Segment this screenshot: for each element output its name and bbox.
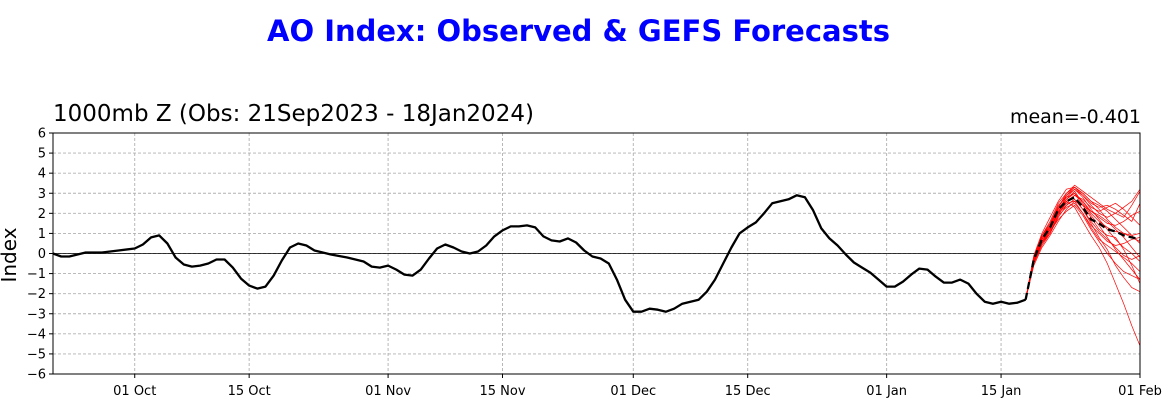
ensemble-member-line <box>1025 188 1141 300</box>
ensemble-member-line <box>1025 194 1141 300</box>
x-tick-label: 15 Dec <box>725 384 771 399</box>
chart-subtitle: 1000mb Z (Obs: 21Sep2023 - 18Jan2024) <box>53 101 534 127</box>
y-tick-label: −4 <box>27 327 46 342</box>
y-tick-label: 3 <box>38 187 46 202</box>
ensemble-member-line <box>1025 190 1141 300</box>
ensemble-member-line <box>1025 192 1141 300</box>
series-layer <box>52 194 1141 313</box>
ensemble-member-line <box>1025 194 1141 300</box>
y-tick-label: −6 <box>27 368 46 383</box>
x-tick-label: 01 Nov <box>365 384 411 399</box>
y-tick-label: −3 <box>27 307 46 322</box>
ensemble-member-line <box>1025 204 1141 300</box>
ensemble-member-line <box>1025 200 1141 300</box>
observed-line <box>52 194 1026 313</box>
x-tick-label: 01 Jan <box>866 384 907 399</box>
ensemble-member-line <box>1025 202 1141 300</box>
y-tick-label: 6 <box>38 127 46 142</box>
y-tick-label: −5 <box>27 347 46 362</box>
x-tick-label: 15 Oct <box>228 384 271 399</box>
plot-frame <box>52 132 1141 375</box>
y-tick-label: 0 <box>38 247 46 262</box>
ensemble-layer <box>1025 184 1141 347</box>
y-tick-label: −1 <box>27 267 46 282</box>
x-tick-label: 01 Oct <box>113 384 156 399</box>
y-tick-label: 2 <box>38 207 46 222</box>
ensemble-member-line <box>1025 184 1141 300</box>
ensemble-member-line <box>1025 200 1141 300</box>
y-tick-label: 1 <box>38 227 46 242</box>
x-tick-label: 01 Dec <box>610 384 656 399</box>
x-tick-label: 01 Feb <box>1118 384 1162 399</box>
x-tick-label: 15 Jan <box>981 384 1022 399</box>
axis-layer: −6 −5 −4 −3 −2 −1 0 1 2 3 4 5 6 01 Oct 15 Oct 01 Nov 15 … <box>27 127 1162 400</box>
y-tick-label: 4 <box>38 167 46 182</box>
y-tick-label: −2 <box>27 287 46 302</box>
ensemble-mean-line <box>1024 196 1141 300</box>
x-tick-label: 15 Nov <box>479 384 525 399</box>
chart-title: AO Index: Observed & GEFS Forecasts <box>267 14 890 48</box>
mean-annotation: mean=-0.401 <box>1009 106 1141 128</box>
grid-layer <box>53 133 1140 374</box>
y-tick-label: 5 <box>38 147 46 162</box>
ensemble-member-line <box>1025 200 1141 347</box>
